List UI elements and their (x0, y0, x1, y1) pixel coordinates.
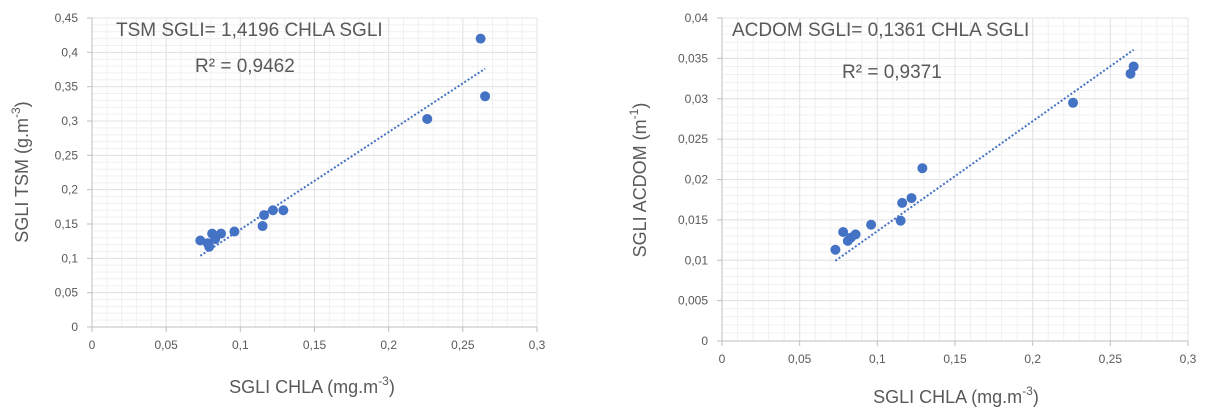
y-tick-label: 0,1 (61, 251, 78, 265)
y-tick-label: 0 (701, 334, 708, 348)
y-tick-label: 0,02 (685, 173, 709, 187)
x-axis-title-sup: -3 (1022, 384, 1033, 398)
data-point (480, 91, 491, 102)
major-grid (717, 17, 1189, 346)
y-axis-title-main: SGLI ACDOM (m (630, 119, 650, 257)
x-tick-label: 0,1 (869, 352, 886, 366)
trendline (199, 67, 486, 257)
data-point (1128, 61, 1139, 72)
acdom-scatter-chart: 0 0,05 0,1 0,15 0,2 0,25 0,3 0 0,005 0,01 0,015 0,0… (627, 11, 1197, 407)
x-tick-label: 0,3 (529, 338, 546, 352)
y-tick-label: 0,015 (678, 213, 708, 227)
regression-equation: ACDOM SGLI= 0,1361 CHLA SGLI (732, 20, 1029, 41)
data-point (906, 193, 917, 204)
x-tick-label: 0,05 (154, 338, 178, 352)
y-tick-label: 0,15 (55, 217, 79, 231)
y-axis-title-end: ) (630, 103, 650, 109)
x-axis-title-end: ) (1033, 387, 1039, 407)
y-axis-title: SGLI ACDOM (m-1) (627, 103, 650, 258)
y-tick-label: 0,01 (685, 253, 709, 267)
data-point (895, 215, 906, 226)
data-point (917, 163, 928, 174)
x-tick-label: 0,3 (1180, 352, 1197, 366)
y-tick-label: 0,025 (678, 132, 708, 146)
data-point (204, 241, 215, 252)
data-point (850, 229, 861, 240)
data-point (422, 113, 433, 124)
x-axis-title: SGLI CHLA (mg.m-3) (229, 374, 395, 397)
x-tick-label: 0 (719, 352, 726, 366)
trendline (834, 48, 1135, 262)
data-point (475, 33, 486, 44)
data-point (866, 219, 877, 230)
y-tick-label: 0,45 (55, 11, 79, 25)
y-tick-label: 0,35 (55, 80, 79, 94)
tsm-chart-panel: 0 0,05 0,1 0,15 0,2 0,25 0,3 0 0,05 0,1 0,15 0,2 0,2… (0, 0, 560, 413)
data-point (229, 226, 240, 237)
x-tick-label: 0,25 (451, 338, 475, 352)
data-point (1068, 97, 1079, 108)
data-point (216, 228, 227, 239)
x-tick-label: 0 (89, 338, 96, 352)
y-axis-title-sup: -3 (9, 107, 23, 118)
data-point (897, 197, 908, 208)
x-tick-label: 0,25 (1099, 352, 1123, 366)
y-tick-label: 0,05 (55, 286, 79, 300)
acdom-chart-panel: 0 0,05 0,1 0,15 0,2 0,25 0,3 0 0,005 0,01 0,015 0,0… (622, 0, 1213, 413)
x-tick-label: 0,05 (788, 352, 812, 366)
y-tick-label: 0,04 (685, 11, 709, 25)
y-tick-label: 0,005 (678, 294, 708, 308)
y-tick-label: 0,4 (61, 45, 78, 59)
data-point (838, 226, 849, 237)
y-tick-label: 0,035 (678, 51, 708, 65)
data-point (267, 205, 278, 216)
y-axis-title: SGLI TSM (g.m-3) (9, 101, 32, 242)
r-squared-label: R² = 0,9371 (842, 62, 942, 83)
y-axis-title-sup: -1 (627, 108, 641, 119)
y-tick-label: 0 (71, 320, 78, 334)
data-point (278, 205, 289, 216)
regression-equation: TSM SGLI= 1,4196 CHLA SGLI (116, 20, 383, 41)
x-tick-label: 0,2 (380, 338, 397, 352)
x-tick-label: 0,2 (1024, 352, 1041, 366)
x-axis-title-sup: -3 (378, 374, 389, 388)
y-tick-label: 0,2 (61, 183, 78, 197)
x-tick-label: 0,1 (232, 338, 249, 352)
major-grid (87, 17, 538, 332)
x-axis-title-main: SGLI CHLA (mg.m (229, 377, 378, 397)
y-axis-title-end: ) (12, 101, 32, 107)
y-tick-label: 0,03 (685, 92, 709, 106)
data-point (259, 210, 270, 221)
x-axis-title: SGLI CHLA (mg.m-3) (873, 384, 1039, 407)
x-axis-title-main: SGLI CHLA (mg.m (873, 387, 1022, 407)
data-point (257, 221, 268, 232)
y-axis-title-main: SGLI TSM (g.m (12, 118, 32, 243)
data-point (830, 244, 841, 255)
x-axis-title-end: ) (389, 377, 395, 397)
x-tick-label: 0,15 (943, 352, 967, 366)
y-tick-label: 0,3 (61, 114, 78, 128)
tsm-scatter-chart: 0 0,05 0,1 0,15 0,2 0,25 0,3 0 0,05 0,1 0,15 0,2 0,2… (9, 11, 546, 397)
y-tick-label: 0,25 (55, 148, 79, 162)
x-tick-label: 0,15 (303, 338, 327, 352)
r-squared-label: R² = 0,9462 (195, 56, 295, 77)
